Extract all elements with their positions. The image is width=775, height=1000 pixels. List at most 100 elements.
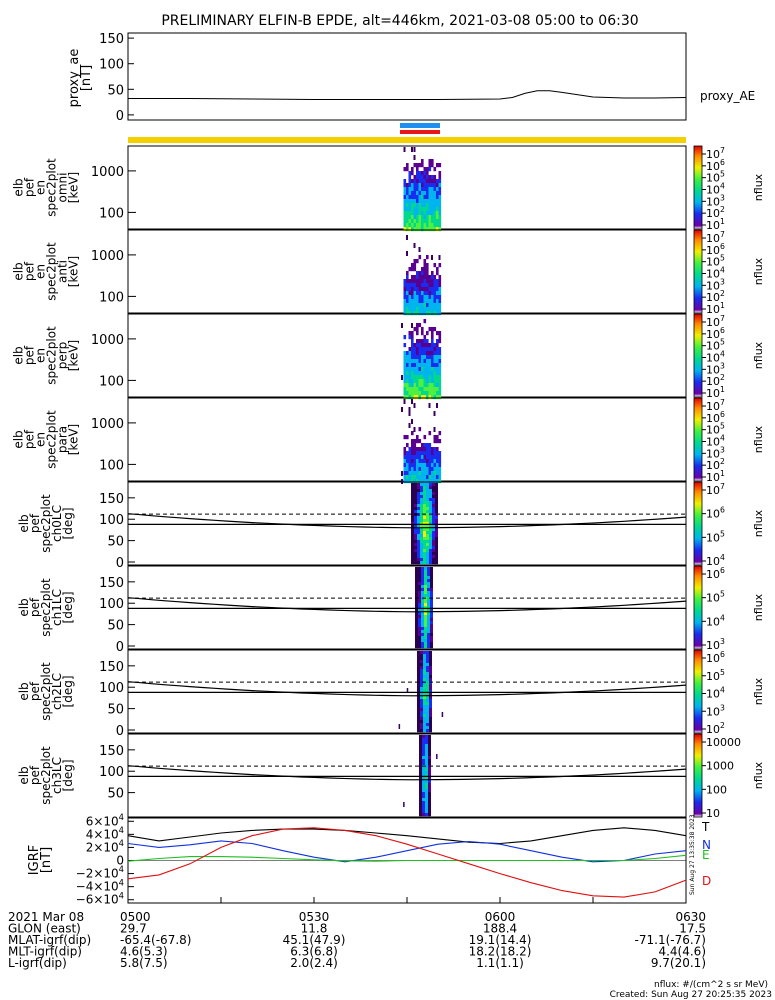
spec-pixel bbox=[431, 455, 434, 460]
spec-pixel bbox=[438, 359, 442, 364]
ytick-label: 100 bbox=[99, 681, 124, 696]
pa-pixel bbox=[417, 525, 420, 529]
cbar-label: 105 bbox=[706, 668, 725, 683]
spec-pixel bbox=[431, 179, 434, 184]
spec-pixel bbox=[423, 387, 427, 392]
pa-pixel bbox=[415, 609, 418, 613]
spec-pixel bbox=[438, 295, 442, 300]
cbar-label: 106 bbox=[706, 158, 725, 173]
spec-pixel bbox=[438, 263, 442, 268]
spec-pixel bbox=[431, 459, 434, 464]
spec-pixel bbox=[416, 451, 419, 456]
spec-pixel bbox=[416, 223, 419, 228]
pa-pixel bbox=[415, 624, 418, 628]
pa-pixel bbox=[425, 795, 428, 799]
spec-pixel bbox=[423, 319, 427, 324]
spec-pixel bbox=[431, 367, 434, 372]
spec-pixel bbox=[408, 187, 412, 192]
pa-pixel bbox=[426, 534, 429, 538]
pa-pixel bbox=[414, 519, 417, 523]
spec-pixel bbox=[416, 475, 419, 480]
spec-pixel bbox=[421, 339, 424, 344]
spec-pixel bbox=[423, 451, 427, 456]
pa-pixel bbox=[427, 624, 430, 628]
spec-pixel bbox=[431, 215, 434, 220]
pa-pixel bbox=[420, 489, 423, 493]
spec-pixel bbox=[408, 471, 412, 476]
pa-pixel bbox=[432, 531, 435, 535]
spec-pixel bbox=[423, 215, 427, 220]
pa-pixel bbox=[423, 663, 426, 667]
spec-pixel bbox=[423, 351, 427, 356]
pa-pixel bbox=[429, 720, 432, 724]
spec-pixel bbox=[436, 303, 439, 308]
spec-pixel bbox=[406, 391, 409, 396]
spec-pixel bbox=[426, 359, 429, 364]
pa-pixel bbox=[420, 534, 423, 538]
pa-pixel bbox=[417, 537, 420, 541]
spec-pixel bbox=[431, 271, 434, 276]
spec-pixel bbox=[413, 175, 417, 180]
spec-pixel bbox=[413, 295, 417, 300]
pa-pixel bbox=[426, 657, 429, 661]
pa-pixel bbox=[423, 723, 426, 727]
spec-pixel bbox=[403, 227, 407, 232]
spec-pixel bbox=[421, 367, 424, 372]
pa-pixel bbox=[423, 702, 426, 706]
pa-pixel bbox=[425, 759, 428, 763]
spec-pixel bbox=[423, 375, 427, 380]
pa-pixel bbox=[420, 516, 423, 520]
pa-pixel bbox=[426, 675, 429, 679]
spec-pixel bbox=[413, 207, 417, 212]
spec-pixel bbox=[411, 467, 414, 472]
spec-pixel bbox=[423, 463, 427, 468]
pa-pixel bbox=[429, 711, 432, 715]
pa-pixel bbox=[418, 606, 421, 610]
pa-pixel bbox=[422, 777, 425, 781]
spec-pixel bbox=[413, 479, 417, 484]
ytick-label: 100 bbox=[99, 58, 124, 73]
pa-pixel bbox=[417, 669, 420, 673]
pa-pixel bbox=[428, 735, 431, 739]
pa-pixel bbox=[414, 516, 417, 520]
spec-pixel bbox=[423, 383, 427, 388]
spec-pixel bbox=[413, 287, 417, 292]
spec-pixel bbox=[438, 187, 442, 192]
spec-pixel bbox=[416, 339, 419, 344]
pa-pixel bbox=[425, 735, 428, 739]
pa-pixel bbox=[420, 504, 423, 508]
spec-pixel bbox=[411, 299, 414, 304]
pa-pixel bbox=[417, 540, 420, 544]
spec-pixel bbox=[411, 347, 414, 352]
spec-pixel bbox=[406, 291, 409, 296]
spec-pixel bbox=[428, 403, 431, 408]
pa-pixel bbox=[417, 666, 420, 670]
anti-ylabel: elbpefenspec2plotanti[keV] bbox=[11, 242, 80, 301]
spec-pixel bbox=[438, 471, 442, 476]
spec-pixel bbox=[421, 447, 424, 452]
spec-pixel bbox=[426, 191, 429, 196]
cbar-label: 102 bbox=[706, 205, 725, 220]
cbar-label: 104 bbox=[706, 434, 725, 449]
cbar-title: nflux bbox=[752, 593, 765, 621]
spec-pixel bbox=[431, 383, 434, 388]
spec-pixel bbox=[403, 447, 407, 452]
pa-pixel bbox=[417, 660, 420, 664]
spec-pixel bbox=[416, 167, 419, 172]
spec-pixel bbox=[423, 211, 427, 216]
pa-pixel bbox=[420, 507, 423, 511]
spec-pixel bbox=[423, 475, 427, 480]
pa-pixel bbox=[414, 495, 417, 499]
cbar-label: 103 bbox=[706, 361, 725, 376]
pa-pixel bbox=[411, 504, 414, 508]
pa-pixel bbox=[425, 753, 428, 757]
pa-pixel bbox=[420, 546, 423, 550]
spec-pixel bbox=[403, 203, 407, 208]
spec-pixel bbox=[421, 187, 424, 192]
footer-value: 4.4(4.6) bbox=[658, 945, 706, 959]
spec-pixel bbox=[411, 199, 414, 204]
footer-value: 0500 bbox=[120, 910, 151, 924]
spec-pixel bbox=[423, 367, 427, 372]
pa-pixel bbox=[420, 510, 423, 514]
spec-pixel bbox=[406, 443, 409, 448]
